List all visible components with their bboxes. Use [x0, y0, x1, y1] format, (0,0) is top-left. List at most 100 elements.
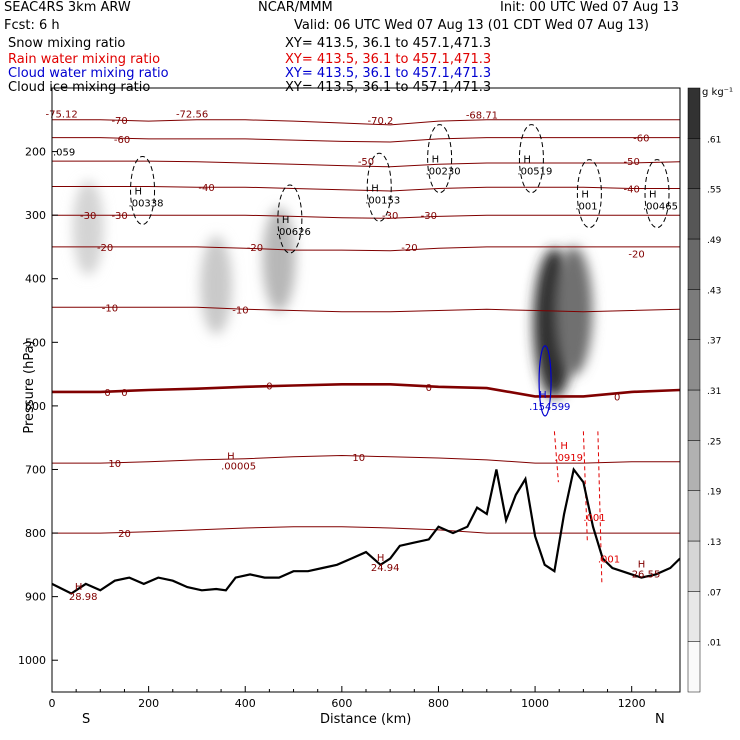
- title-model: SEAC4RS 3km ARW: [4, 0, 131, 15]
- cloud-water-maximum: .154599: [529, 402, 570, 413]
- colorbar-box-0: [687, 641, 701, 693]
- isotherm-label-26: 10: [108, 459, 121, 470]
- field-label-rain: Rain water mixing ratio: [8, 52, 161, 67]
- isotherm-label-24: 0: [426, 383, 432, 394]
- temp-maximum-2: 26.55: [632, 570, 661, 581]
- x-tick-label-4: 800: [428, 697, 449, 710]
- x-tick-label-2: 400: [235, 697, 256, 710]
- isotherm--60: [52, 137, 680, 143]
- y-tick-label-0: 200: [25, 146, 46, 159]
- isotherm-label-6: -60: [633, 134, 649, 145]
- x-axis-label: Distance (km): [320, 712, 412, 727]
- colorbar-box-11: [687, 87, 701, 139]
- x-tick-label-6: 1200: [618, 697, 646, 710]
- cloud-ice-high-marker-4: H: [523, 155, 531, 166]
- rain-maximum-2: .001: [598, 554, 620, 565]
- rain-contour-1: [582, 431, 588, 543]
- isotherm-10: [52, 454, 680, 464]
- cloud-ice-contour-0: [130, 155, 156, 225]
- isotherm-label-22: 0: [121, 388, 127, 399]
- rain-contour-2: [597, 431, 603, 584]
- snow-core-0: [72, 180, 104, 276]
- rain-maximum-1: .001: [583, 513, 605, 524]
- colorbar-level-5: .31: [707, 387, 721, 397]
- cloud-ice-high-marker-3: H: [432, 155, 440, 166]
- cloud-ice-high-marker-6: H: [649, 190, 657, 201]
- cloud-ice-maximum-6: .00465: [643, 202, 678, 213]
- cloud-ice-left-value: .059: [53, 148, 75, 159]
- isotherm-label-23: 0: [266, 382, 272, 393]
- isotherm-label-3: -70.2: [368, 116, 394, 127]
- cloud-ice-contour-2: [366, 152, 392, 222]
- title-org: NCAR/MMM: [258, 0, 333, 15]
- title-init: Init: 00 UTC Wed 07 Aug 13: [500, 0, 680, 15]
- y-tick-label-7: 900: [25, 591, 46, 604]
- isotherm-label-20: -10: [232, 305, 248, 316]
- y-tick-label-8: 1000: [18, 654, 46, 667]
- isotherm-label-1: -75.12: [46, 109, 78, 120]
- colorbar-box-7: [687, 289, 701, 340]
- cloud-ice-maximum-5: .001: [575, 202, 597, 213]
- isotherm-label-13: -30: [382, 211, 398, 222]
- colorbar-box-9: [687, 188, 701, 240]
- field-label-cloud-water: Cloud water mixing ratio: [8, 66, 169, 81]
- y-tick-label-4: 600: [25, 400, 46, 413]
- title-fcst: Fcst: 6 h: [4, 18, 60, 33]
- isotherm-label-11: -30: [80, 211, 96, 222]
- colorbar-level-9: .55: [707, 186, 721, 196]
- temp-high-marker-0: H: [227, 451, 235, 462]
- isotherm-label-18: -20: [628, 249, 644, 260]
- isotherm-label-2: -70: [111, 116, 127, 127]
- cloud-ice-maximum-0: .00338: [129, 198, 164, 209]
- endpoint-south: S: [82, 712, 91, 727]
- isotherm--30: [52, 214, 680, 219]
- isotherm-label-5: -60: [114, 135, 130, 146]
- colorbar-level-2: .13: [707, 538, 721, 548]
- field-xy-rain: XY= 413.5, 36.1 to 457.1,471.3: [285, 52, 492, 67]
- isotherm-label-12: -30: [111, 211, 127, 222]
- temp-maximum-1: 24.94: [371, 563, 400, 574]
- colorbar-box-5: [687, 389, 701, 441]
- isotherm-label-0: -72.56: [176, 109, 208, 120]
- isotherm--40: [52, 186, 680, 192]
- x-tick-label-3: 600: [331, 697, 352, 710]
- isotherm-label-4: -68.71: [466, 111, 498, 122]
- field-xy-cloud-water: XY= 413.5, 36.1 to 457.1,471.3: [285, 66, 492, 81]
- rain-high-marker-0: H: [560, 441, 568, 452]
- isotherm-label-9: -40: [198, 183, 214, 194]
- isotherm-label-14: -30: [421, 211, 437, 222]
- snow-core-2: [262, 207, 296, 312]
- colorbar-level-10: .61: [707, 135, 721, 145]
- endpoint-north: N: [655, 712, 665, 727]
- colorbar-level-3: .19: [707, 488, 722, 498]
- title-valid: Valid: 06 UTC Wed 07 Aug 13 (01 CDT Wed …: [294, 18, 649, 33]
- temp-high-marker-3: H: [75, 582, 83, 593]
- cloud-water-contour: [538, 345, 552, 417]
- x-tick-label-1: 200: [138, 697, 159, 710]
- cloud-ice-maximum-4: .00519: [517, 167, 552, 178]
- cloud-ice-contour-5: [576, 159, 602, 229]
- colorbar-box-4: [687, 440, 701, 491]
- colorbar-box-8: [687, 238, 701, 290]
- colorbar-unit: g kg⁻¹: [702, 87, 733, 98]
- cloud-ice-high-marker-0: H: [135, 186, 143, 197]
- colorbar-box-3: [687, 490, 701, 542]
- isotherm-label-10: -40: [624, 184, 640, 195]
- cloud-ice-high-marker-1: H: [282, 215, 290, 226]
- isotherm-label-28: 20: [118, 529, 131, 540]
- isotherm-label-7: -50: [358, 157, 374, 168]
- cloud-ice-high-marker-2: H: [371, 183, 379, 194]
- isotherm--50: [52, 160, 680, 168]
- x-tick-label-0: 0: [49, 697, 56, 710]
- temp-high-marker-1: H: [377, 553, 385, 564]
- isotherm-label-27: 10: [352, 453, 365, 464]
- isotherm-label-8: -50: [624, 157, 640, 168]
- temp-maximum-3: 28.98: [69, 592, 98, 603]
- isotherm-label-25: 0: [614, 392, 620, 403]
- colorbar-level-7: .43: [707, 286, 721, 296]
- colorbar-level-1: .07: [707, 588, 721, 598]
- terrain-line: [52, 466, 680, 595]
- field-label-snow: Snow mixing ratio: [8, 36, 126, 51]
- isotherm-0: [52, 383, 680, 398]
